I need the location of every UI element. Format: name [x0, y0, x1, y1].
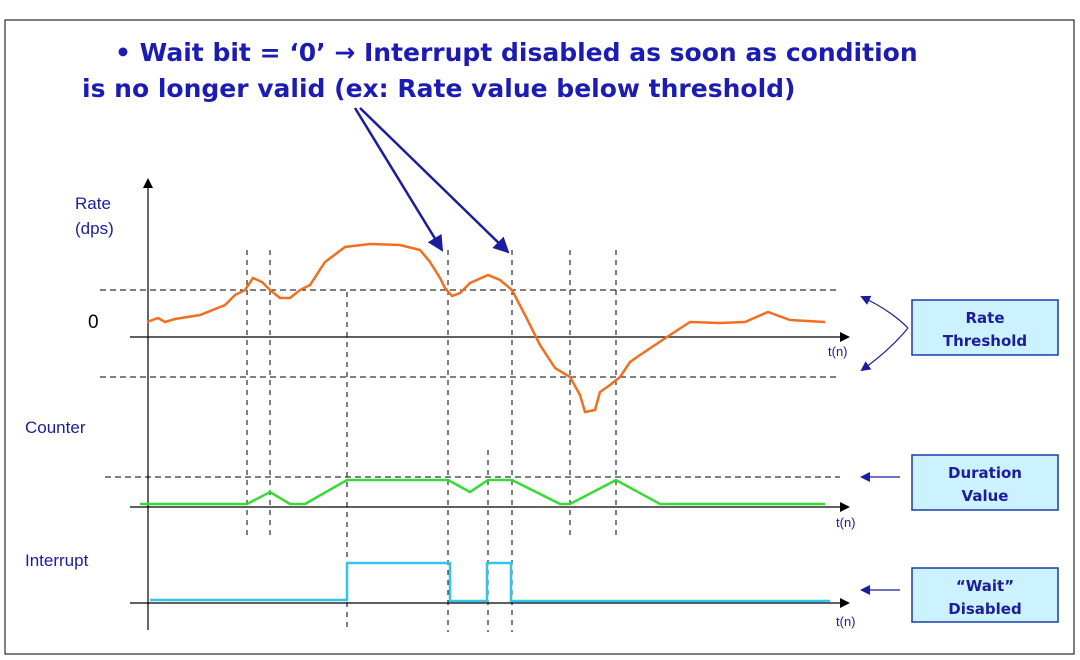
counter-curve: [140, 478, 825, 506]
axis-label: Rate: [75, 194, 111, 213]
wait-box: “Wait” Disabled: [911, 567, 1059, 623]
axis-label: Counter: [25, 418, 86, 437]
box-text: “Wait”: [956, 577, 1014, 595]
axis-label: Interrupt: [25, 551, 89, 570]
time-label: t(n): [836, 614, 856, 629]
time-label: t(n): [836, 515, 856, 530]
box-text: Value: [962, 487, 1009, 505]
interrupt-curve: [150, 561, 830, 603]
title-line: • Wait bit = ‘0’ → Interrupt disabled as…: [115, 38, 918, 67]
pointer-arrow: [359, 107, 510, 254]
axis-label: (dps): [75, 219, 114, 238]
box-text: Disabled: [948, 600, 1021, 618]
vertical-markers: [246, 250, 617, 632]
rate-threshold-box: Rate Threshold: [911, 299, 1059, 356]
arrow: [860, 295, 909, 329]
pointer-arrow: [353, 107, 444, 252]
zero-label: 0: [88, 312, 99, 333]
box-text: Threshold: [943, 332, 1027, 350]
duration-box: Duration Value: [911, 454, 1059, 511]
arrow: [860, 327, 909, 372]
title-line: is no longer valid (ex: Rate value below…: [82, 74, 795, 103]
frame: [4, 19, 1075, 655]
box-text: Rate: [965, 309, 1004, 327]
rate-curve: [146, 242, 826, 414]
box-text: Duration: [948, 464, 1022, 482]
time-label: t(n): [828, 344, 848, 359]
